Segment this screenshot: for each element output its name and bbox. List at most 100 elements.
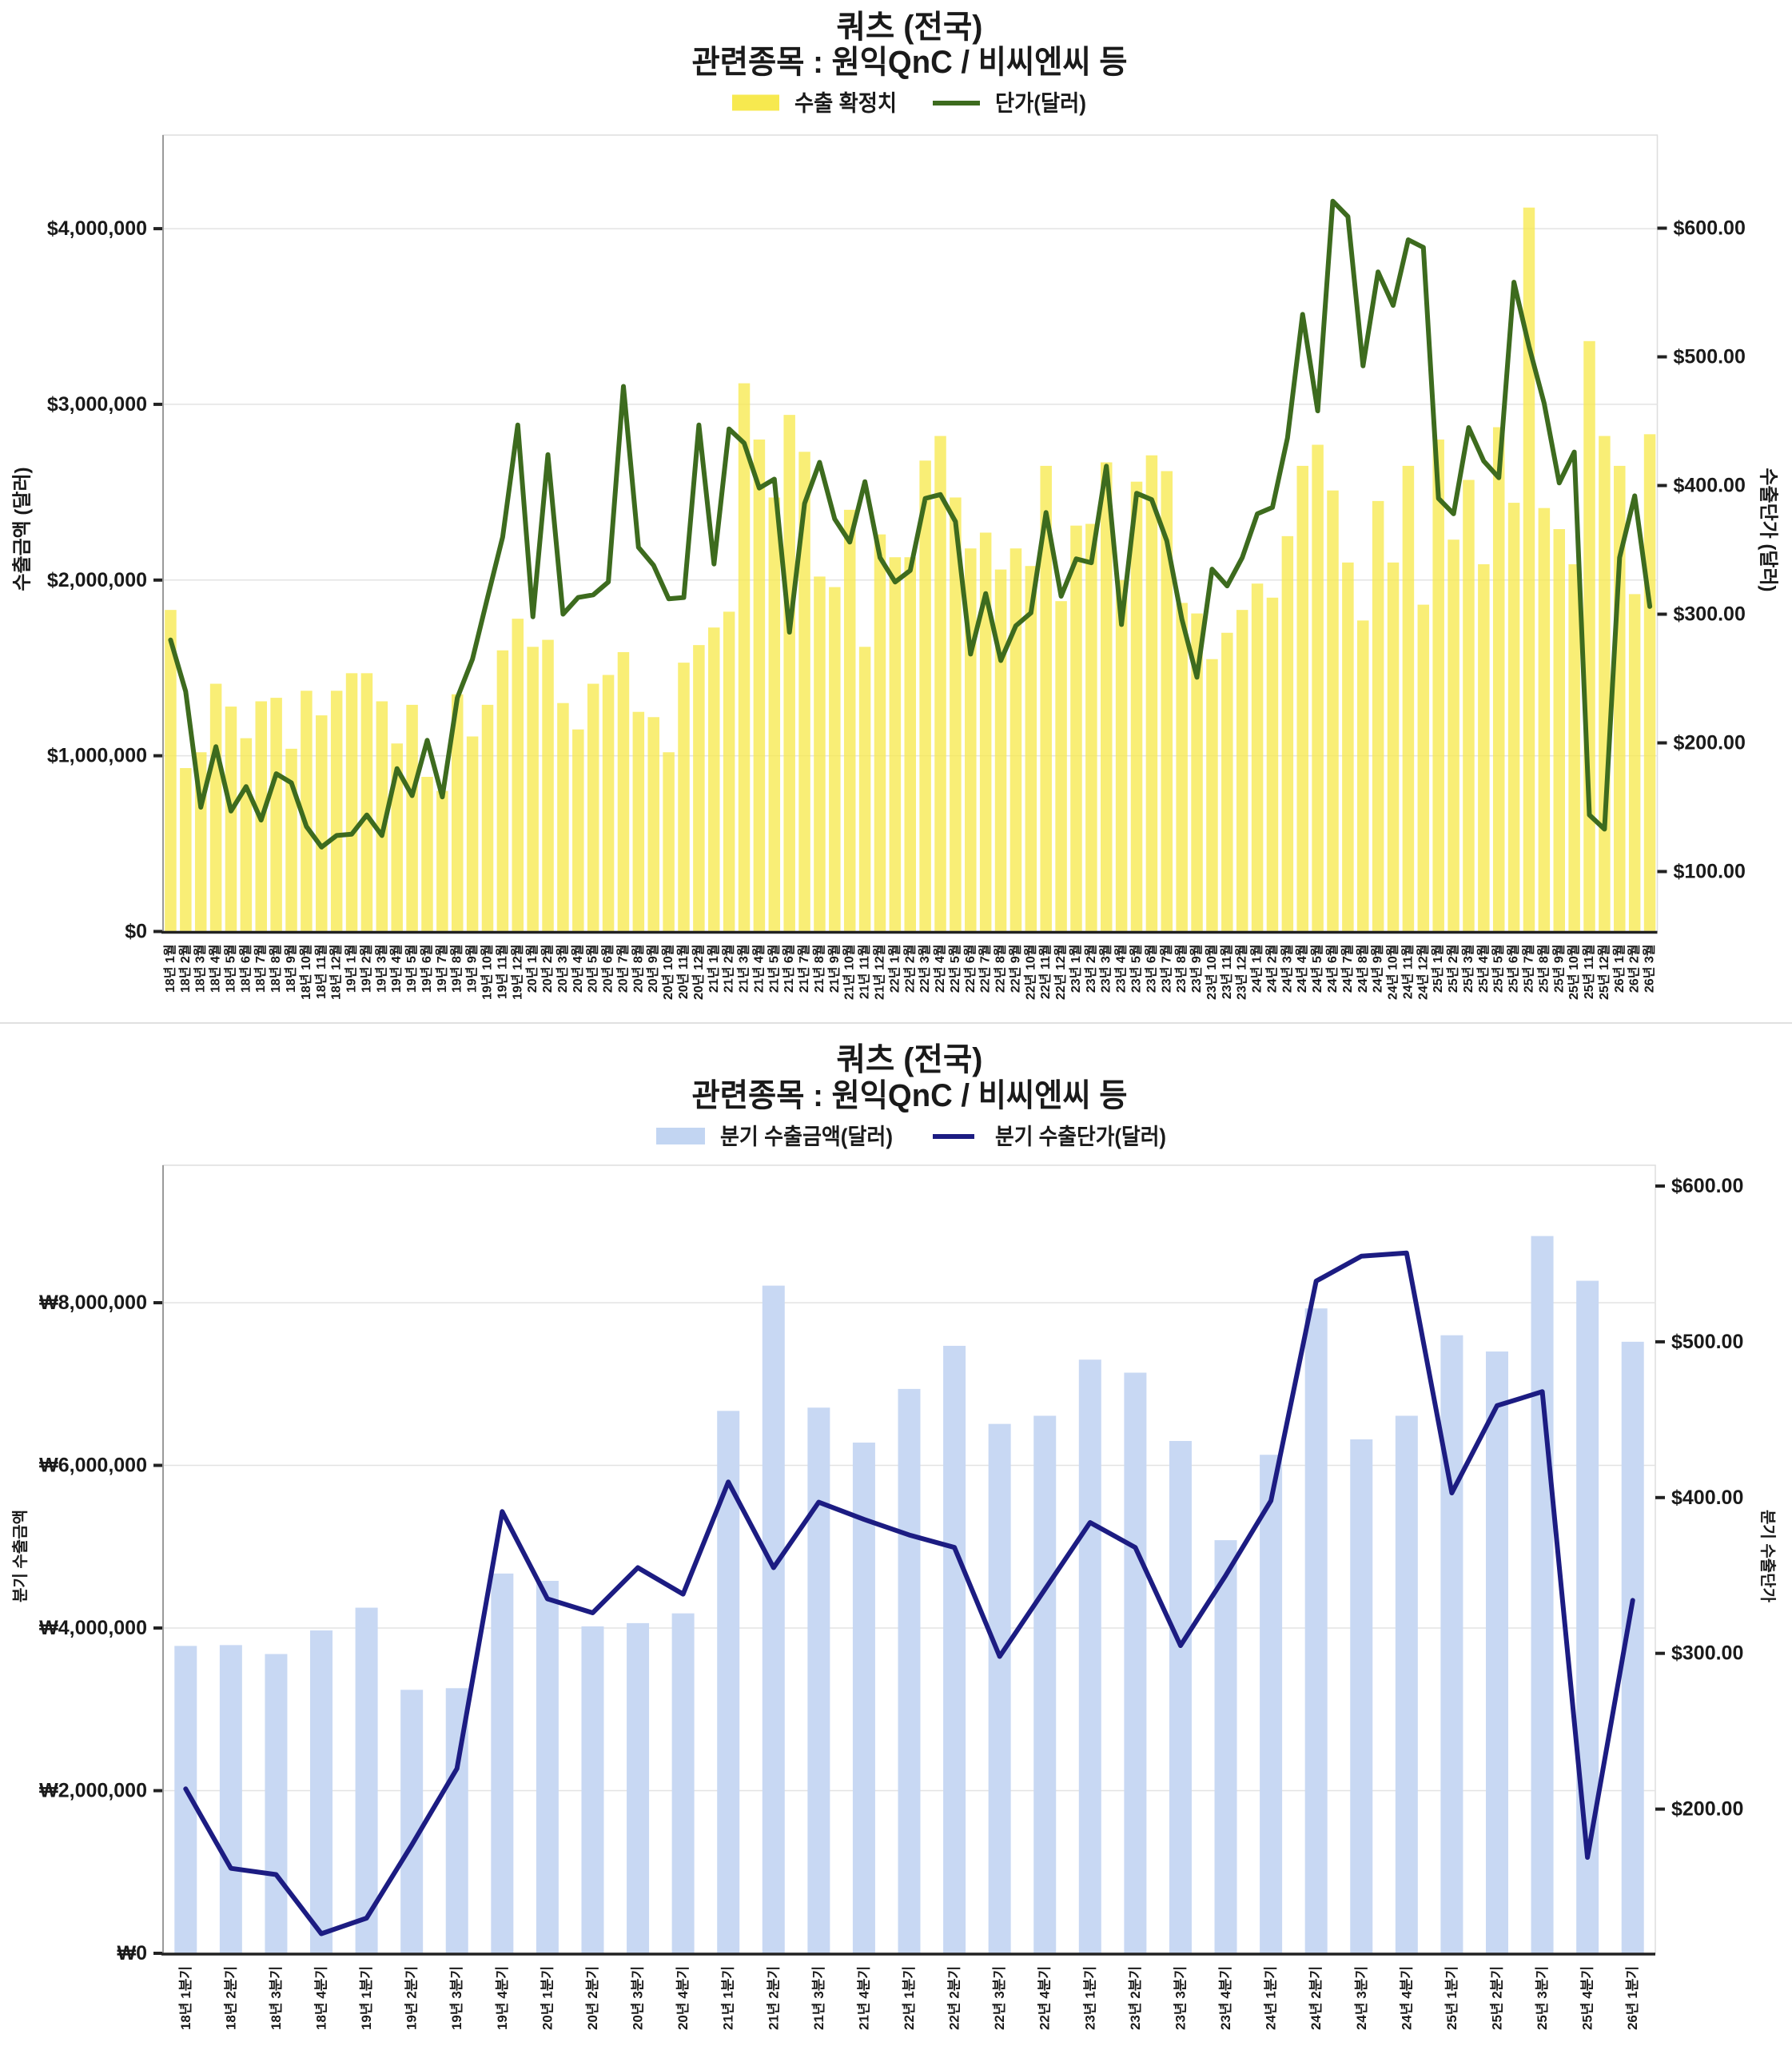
svg-text:18년 8월: 18년 8월 [268,945,283,993]
svg-text:25년 3분기: 25년 3분기 [1535,1966,1550,2030]
svg-text:23년 1월: 23년 1월 [1068,945,1083,993]
svg-text:$400.00: $400.00 [1671,1487,1743,1509]
svg-text:18년 5월: 18년 5월 [223,945,238,993]
svg-text:20년 5월: 20년 5월 [585,945,600,993]
svg-text:$200.00: $200.00 [1671,1798,1743,1821]
svg-text:25년 11월: 25년 11월 [1581,945,1596,1000]
svg-text:쿼츠 (전국): 쿼츠 (전국) [837,10,983,45]
svg-text:20년 2분기: 20년 2분기 [585,1966,600,2030]
svg-text:분기 수출단가: 분기 수출단가 [1758,1510,1777,1603]
svg-text:19년 1분기: 19년 1분기 [359,1966,374,2030]
svg-text:21년 1월: 21년 1월 [706,945,721,993]
svg-text:18년 3월: 18년 3월 [193,945,208,993]
svg-text:23년 6월: 23년 6월 [1143,945,1158,993]
svg-text:분기 수출금액(달러): 분기 수출금액(달러) [720,1125,893,1149]
svg-text:20년 9월: 20년 9월 [645,945,660,993]
svg-text:21년 8월: 21년 8월 [811,945,826,993]
svg-text:19년 4분기: 19년 4분기 [495,1966,510,2030]
svg-text:분기 수출금액: 분기 수출금액 [11,1510,30,1602]
svg-text:25년 4월: 25년 4월 [1475,945,1491,993]
svg-text:23년 3분기: 23년 3분기 [1173,1966,1189,2030]
svg-text:19년 2월: 19년 2월 [358,945,373,993]
svg-text:23년 7월: 23년 7월 [1158,945,1173,993]
svg-text:18년 4분기: 18년 4분기 [314,1966,329,2030]
svg-text:25년 4분기: 25년 4분기 [1580,1966,1595,2030]
svg-text:22년 1분기: 22년 1분기 [902,1966,917,2030]
svg-text:18년 2월: 18년 2월 [177,945,193,993]
svg-text:단가(달러): 단가(달러) [995,91,1086,116]
svg-text:24년 3월: 24년 3월 [1279,945,1294,993]
svg-text:18년 10월: 18년 10월 [298,945,313,1000]
svg-text:19년 5월: 19년 5월 [404,945,419,993]
svg-text:₩2,000,000: ₩2,000,000 [39,1780,147,1802]
svg-text:18년 7월: 18년 7월 [253,945,268,993]
svg-text:23년 2분기: 23년 2분기 [1128,1966,1143,2030]
svg-text:$300.00: $300.00 [1674,603,1746,626]
svg-text:21년 9월: 21년 9월 [826,945,842,993]
svg-text:22년 10월: 22년 10월 [1022,945,1037,1000]
svg-text:24년 9월: 24년 9월 [1370,945,1385,993]
svg-text:22년 3월: 22년 3월 [917,945,932,993]
svg-text:25년 2분기: 25년 2분기 [1490,1966,1505,2030]
svg-text:25년 3월: 25년 3월 [1460,945,1475,993]
svg-text:25년 7월: 25년 7월 [1521,945,1536,993]
svg-text:18년 2분기: 18년 2분기 [223,1966,238,2030]
svg-text:22년 4분기: 22년 4분기 [1037,1966,1053,2030]
svg-text:24년 8월: 24년 8월 [1355,945,1370,993]
svg-text:21년 2월: 21년 2월 [721,945,736,993]
svg-text:23년 1분기: 23년 1분기 [1082,1966,1097,2030]
svg-text:$3,000,000: $3,000,000 [47,393,147,416]
svg-text:19년 9월: 19년 9월 [464,945,480,993]
svg-text:수출단가 (달러): 수출단가 (달러) [1758,468,1779,591]
svg-text:$500.00: $500.00 [1671,1331,1743,1353]
svg-text:21년 7월: 21년 7월 [796,945,811,993]
svg-text:관련종목 : 원익QnC / 비씨엔씨 등: 관련종목 : 원익QnC / 비씨엔씨 등 [692,1078,1128,1113]
svg-text:19년 6월: 19년 6월 [419,945,434,993]
svg-text:19년 7월: 19년 7월 [434,945,449,993]
svg-text:25년 2월: 25년 2월 [1445,945,1460,993]
svg-text:$200.00: $200.00 [1674,732,1746,754]
svg-text:$1,000,000: $1,000,000 [47,745,147,767]
svg-text:24년 1분기: 24년 1분기 [1264,1966,1279,2030]
svg-text:21년 4월: 21년 4월 [751,945,766,993]
svg-text:20년 10월: 20년 10월 [660,945,675,1000]
svg-text:$500.00: $500.00 [1674,346,1746,368]
svg-text:21년 3분기: 21년 3분기 [811,1966,826,2030]
svg-text:25년 9월: 25년 9월 [1551,945,1566,993]
svg-text:21년 11월: 21년 11월 [857,945,872,1000]
svg-text:20년 1분기: 20년 1분기 [540,1966,555,2030]
svg-text:18년 11월: 18년 11월 [313,945,329,1000]
svg-text:24년 12월: 24년 12월 [1415,945,1430,1000]
svg-text:26년 3월: 26년 3월 [1642,945,1657,993]
svg-text:$0: $0 [125,921,147,943]
svg-text:$2,000,000: $2,000,000 [47,569,147,591]
svg-text:$100.00: $100.00 [1674,861,1746,883]
svg-text:25년 8월: 25년 8월 [1535,945,1551,993]
svg-text:18년 9월: 18년 9월 [283,945,298,993]
svg-text:24년 2분기: 24년 2분기 [1308,1966,1324,2030]
svg-text:18년 1월: 18년 1월 [162,945,177,993]
svg-text:$4,000,000: $4,000,000 [47,217,147,240]
svg-text:21년 1분기: 21년 1분기 [721,1966,736,2030]
svg-text:20년 4분기: 20년 4분기 [675,1966,691,2030]
svg-text:24년 11월: 24년 11월 [1400,945,1415,1000]
svg-text:23년 4월: 23년 4월 [1113,945,1129,993]
svg-text:25년 6월: 25년 6월 [1506,945,1521,993]
svg-text:₩6,000,000: ₩6,000,000 [39,1455,147,1477]
svg-text:23년 10월: 23년 10월 [1204,945,1219,1000]
svg-text:21년 3월: 21년 3월 [736,945,751,993]
svg-text:21년 2분기: 21년 2분기 [766,1966,781,2030]
svg-text:19년 3월: 19년 3월 [373,945,388,993]
svg-text:22년 4월: 22년 4월 [932,945,947,993]
svg-text:26년 2월: 26년 2월 [1627,945,1642,993]
svg-text:19년 4월: 19년 4월 [388,945,404,993]
svg-text:23년 12월: 23년 12월 [1234,945,1249,1000]
svg-text:₩0: ₩0 [117,1942,148,1964]
svg-text:20년 12월: 20년 12월 [691,945,706,1000]
svg-text:23년 5월: 23년 5월 [1129,945,1144,993]
svg-text:18년 12월: 18년 12월 [329,945,344,1000]
svg-text:24년 4월: 24년 4월 [1294,945,1309,993]
svg-text:22년 9월: 22년 9월 [1007,945,1022,993]
svg-text:18년 3분기: 18년 3분기 [269,1966,284,2030]
svg-text:수출 확정치: 수출 확정치 [794,91,897,116]
